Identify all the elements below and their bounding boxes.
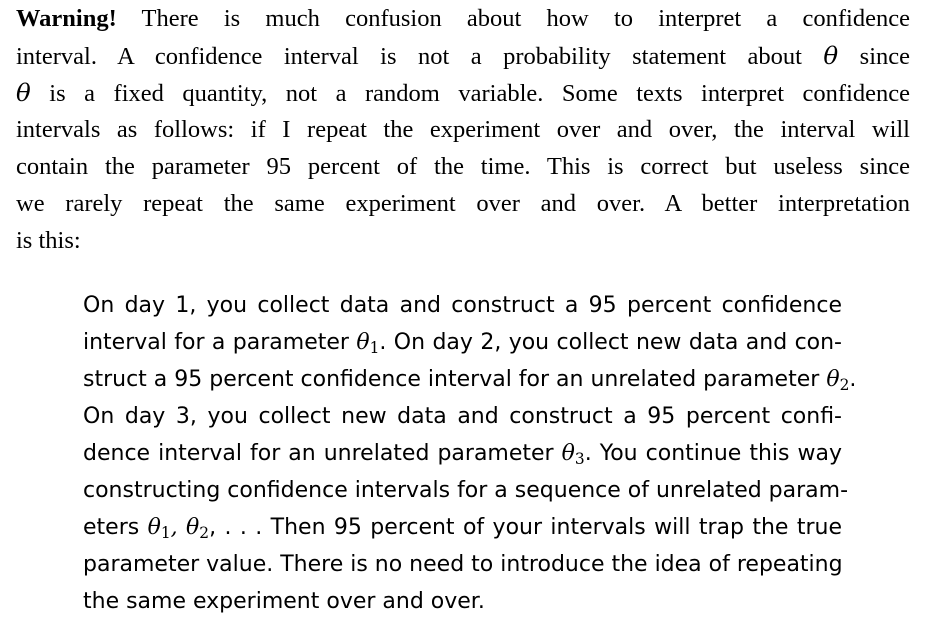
text-fragment: interval for a parameter <box>83 330 349 355</box>
comma: , <box>170 515 187 540</box>
theta-symbol: θ <box>186 515 200 540</box>
subscript: 3 <box>574 449 585 468</box>
text-fragment: is a fixed quantity, not a random variab… <box>49 80 910 107</box>
text-fragment: On day 1, you collect data and construct… <box>83 293 842 318</box>
text-fragment: . <box>849 367 857 392</box>
text-line: θ is a fixed quantity, not a random vari… <box>16 74 910 111</box>
text-fragment: Then 95 percent of your intervals will t… <box>270 515 843 540</box>
text-fragment: is this: <box>16 227 81 254</box>
theta-symbol: θ <box>147 515 161 540</box>
text-line: the same experiment over and over. <box>83 583 842 620</box>
subscript: 2 <box>199 523 210 542</box>
text-fragment: eters <box>83 515 140 540</box>
text-fragment: constructing confidence intervals for a … <box>83 478 849 503</box>
subscript: 2 <box>839 375 850 394</box>
text-line: contain the parameter 95 percent of the … <box>16 148 910 185</box>
theta-symbol: θ <box>356 330 370 355</box>
text-line: On day 1, you collect data and construct… <box>83 287 842 324</box>
text-fragment: . On day 2, you collect new data and con… <box>379 330 843 355</box>
text-fragment: since <box>859 43 910 70</box>
subscript: 1 <box>160 523 171 542</box>
text-line: eters θ1, θ2, . . . Then 95 percent of y… <box>83 509 842 546</box>
subscript: 1 <box>369 338 380 357</box>
text-line: On day 3, you collect new data and const… <box>83 398 842 435</box>
text-line: constructing confidence intervals for a … <box>83 472 848 509</box>
text-fragment: parameter value. There is no need to int… <box>83 552 843 577</box>
theta-symbol: θ <box>823 41 839 70</box>
text-line: is this: <box>16 222 910 259</box>
text-line: struct a 95 percent confidence interval … <box>83 361 856 398</box>
text-line: intervals as follows: if I repeat the ex… <box>16 111 910 148</box>
text-line: interval for a parameter θ1. On day 2, y… <box>83 324 842 361</box>
interpretation-block: On day 1, you collect data and construct… <box>83 287 856 620</box>
text-line: we rarely repeat the same experiment ove… <box>16 185 910 222</box>
text-fragment: contain the parameter 95 percent of the … <box>16 153 910 180</box>
text-fragment: dence interval for an unrelated paramete… <box>83 441 554 466</box>
text-fragment: On day 3, you collect new data and const… <box>83 404 842 429</box>
warning-paragraph: Warning! There is much confusion about h… <box>16 0 910 259</box>
text-fragment: intervals as follows: if I repeat the ex… <box>16 116 910 143</box>
theta-symbol: θ <box>561 441 575 466</box>
text-fragment: There is much confusion about how to int… <box>116 5 910 32</box>
ellipsis: , . . . <box>209 515 263 540</box>
theta-symbol: θ <box>16 78 31 107</box>
text-fragment: interval. A confidence interval is not a… <box>16 43 802 70</box>
text-fragment: . You continue this way <box>584 441 843 466</box>
text-fragment: we rarely repeat the same experiment ove… <box>16 190 910 217</box>
text-fragment: the same experiment over and over. <box>83 589 485 614</box>
text-line: Warning! There is much confusion about h… <box>16 0 910 37</box>
warning-label: Warning! <box>16 5 117 32</box>
text-line: dence interval for an unrelated paramete… <box>83 435 842 472</box>
text-line: parameter value. There is no need to int… <box>83 546 843 583</box>
text-line: interval. A confidence interval is not a… <box>16 37 910 74</box>
theta-symbol: θ <box>826 367 840 392</box>
text-fragment: struct a 95 percent confidence interval … <box>83 367 820 392</box>
